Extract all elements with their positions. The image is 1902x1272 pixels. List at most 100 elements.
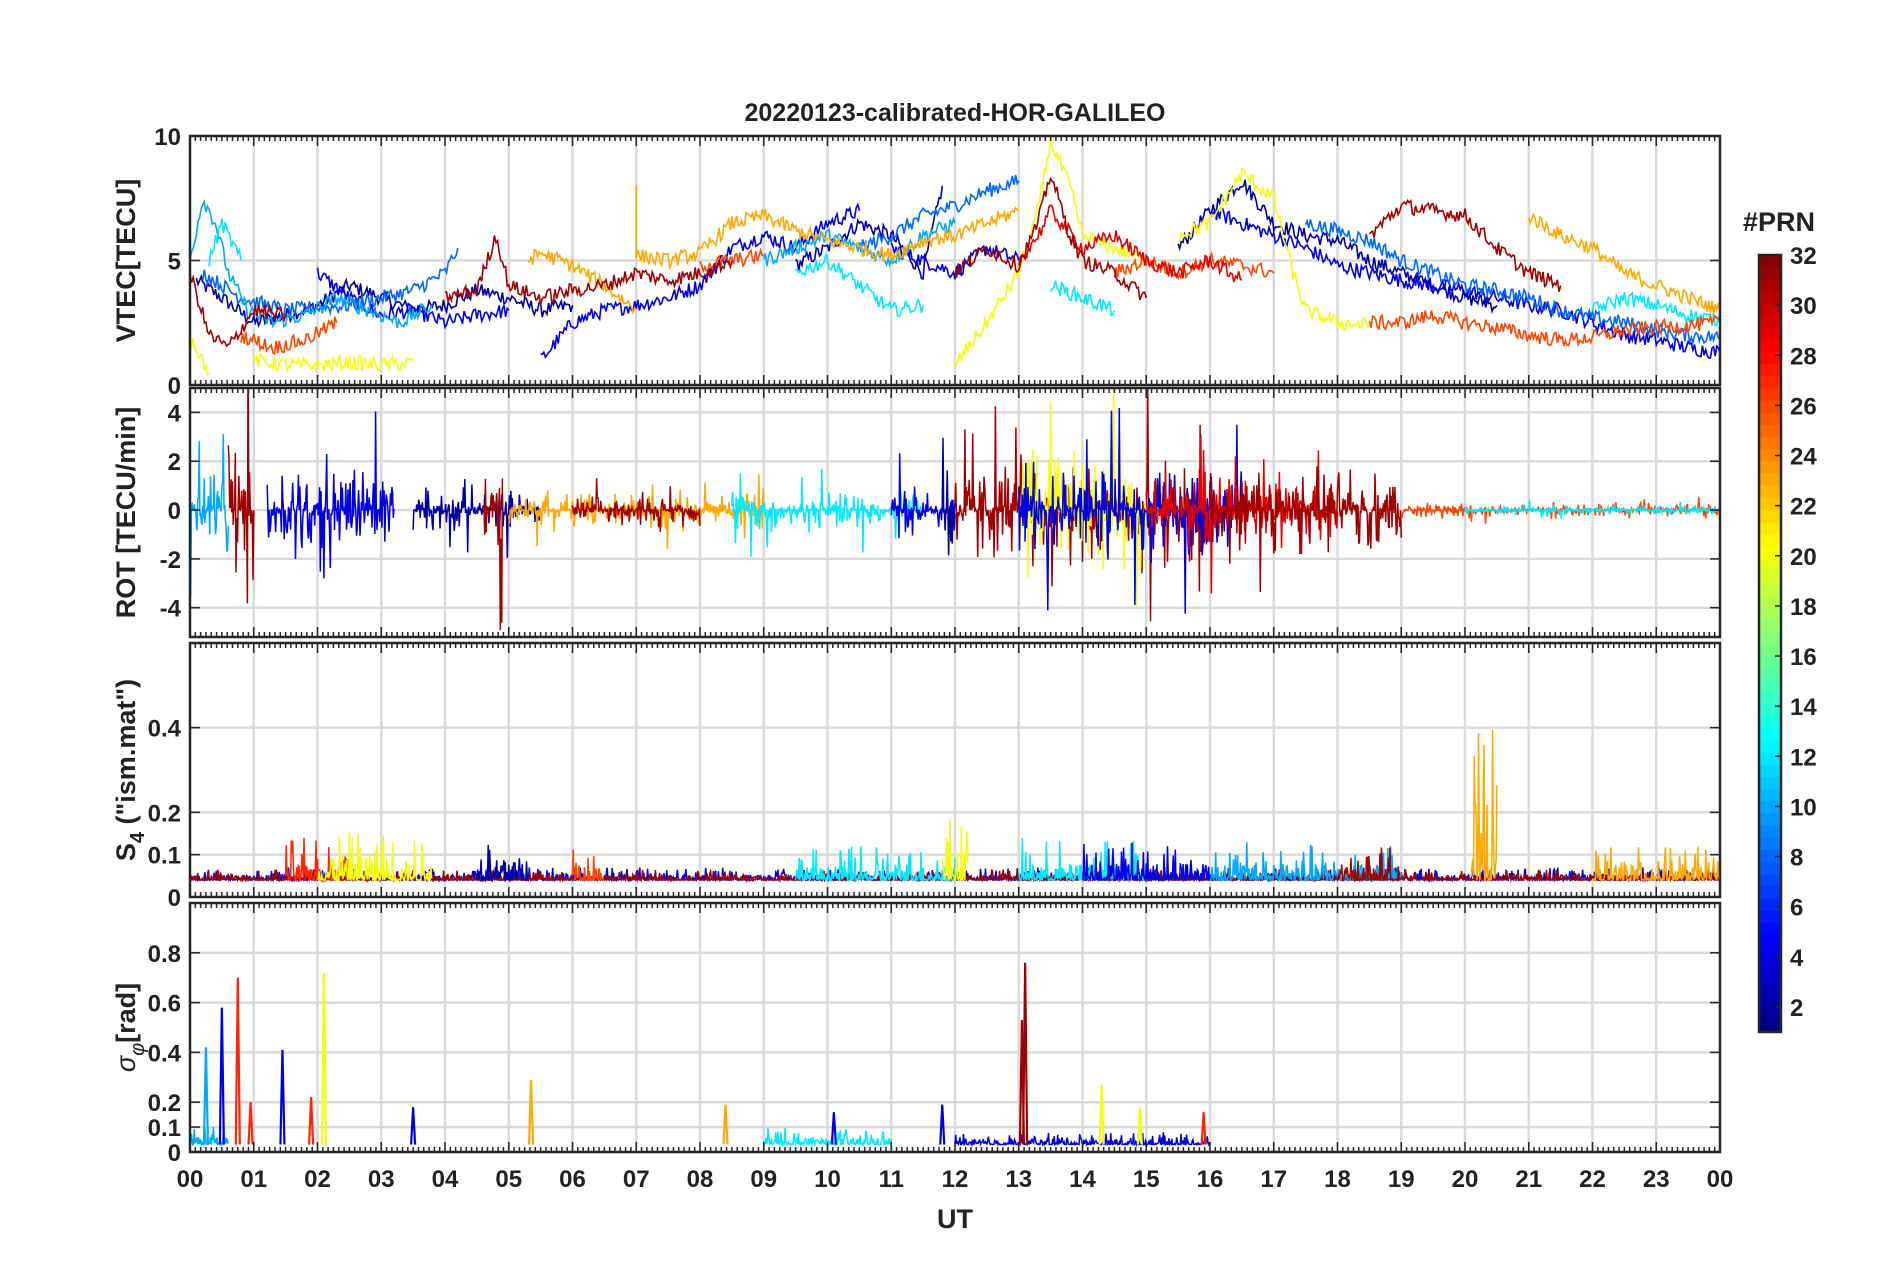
noise-trace-prn-10: [190, 434, 230, 597]
colorbar-swatch: [1759, 983, 1781, 997]
vtec-line-prn-26: [1368, 309, 1720, 348]
sigma-phi-spike-prn-27: [247, 1102, 254, 1145]
sigma-phi-spike-prn-20: [1136, 1107, 1143, 1145]
colorbar-swatch: [1759, 995, 1781, 1009]
vtec-line-prn-12: [208, 218, 242, 267]
colorbar-swatch: [1759, 692, 1781, 705]
colorbar-swatch: [1759, 473, 1781, 487]
x-tick-label: 20: [1452, 1166, 1479, 1193]
colorbar-tick-label: 14: [1790, 694, 1817, 721]
colorbar-swatch: [1759, 898, 1781, 912]
y-tick-label: 10: [154, 124, 181, 151]
colorbar-swatch: [1759, 849, 1781, 863]
noise-trace-prn-20: [1018, 388, 1148, 607]
colorbar-swatch: [1759, 764, 1781, 778]
colorbar-swatch: [1759, 339, 1781, 353]
y-tick-label: 0.1: [148, 843, 181, 870]
colorbar-tick-label: 2: [1790, 995, 1803, 1022]
colorbar-swatch: [1759, 971, 1781, 985]
panel-2-y-axis-label: ROT [TECU/min]: [111, 407, 141, 618]
panel-3-y-axis-label: S4 ("ism.mat"): [111, 679, 149, 861]
colorbar-swatch: [1759, 886, 1781, 900]
x-tick-label: 10: [814, 1166, 841, 1193]
panel-1-grid: [188, 134, 1722, 387]
sigma-phi-spike-prn-27: [1200, 1112, 1207, 1145]
panel-2-ticks: [189, 388, 1721, 637]
vtec-line-prn-4: [316, 267, 510, 330]
colorbar-swatch: [1759, 570, 1781, 584]
y-tick-label: 0.1: [148, 1115, 181, 1142]
colorbar-swatch: [1759, 837, 1781, 851]
vtec-line-prn-20: [1178, 167, 1370, 331]
y-tick-label: 0.6: [148, 991, 181, 1018]
colorbar-swatch: [1759, 364, 1781, 378]
colorbar-swatch: [1759, 910, 1781, 924]
noise-trace-prn-31: [954, 388, 1211, 622]
colorbar-swatch: [1759, 1007, 1781, 1021]
vtec-line-prn-26: [240, 316, 338, 356]
noise-trace-prn-4: [265, 411, 395, 579]
vtec-line-prn-31: [1368, 198, 1562, 292]
noise-trace-prn-20: [317, 831, 433, 883]
x-tick-label: 08: [687, 1166, 714, 1193]
vtec-line-prn-23: [1528, 212, 1720, 315]
x-tick-label: 19: [1388, 1166, 1415, 1193]
vtec-line-prn-12: [795, 253, 924, 318]
colorbar-swatch: [1759, 315, 1781, 329]
vtec-line-prn-31: [444, 235, 733, 305]
colorbar-swatch: [1759, 327, 1781, 341]
colorbar-swatch: [1759, 607, 1781, 620]
colorbar-swatch: [1759, 1019, 1781, 1033]
colorbar-frame: [1757, 253, 1783, 1034]
y-tick-label: 2: [168, 449, 181, 476]
noise-trace-prn-23: [508, 474, 765, 549]
colorbar-swatch: [1759, 716, 1781, 730]
noise-trace-prn-31: [482, 478, 504, 631]
noise-trace-prn-26: [571, 849, 605, 883]
y-tick-label: 0: [168, 1140, 181, 1167]
y-tick-label: 0: [168, 885, 181, 912]
vtec-line-prn-26: [1113, 251, 1275, 281]
y-tick-label: -4: [160, 596, 182, 623]
colorbar-swatch: [1759, 752, 1781, 766]
noise-trace-prn-23: [1591, 846, 1720, 883]
colorbar-swatch: [1759, 388, 1781, 402]
colorbar-swatch: [1759, 522, 1781, 535]
colorbar-tick-label: 8: [1790, 845, 1803, 872]
x-tick-label: 22: [1579, 1166, 1606, 1193]
vtec-line-prn-8: [1304, 218, 1720, 346]
noise-trace-prn-12: [794, 846, 956, 883]
x-axis-label: UT: [937, 1204, 973, 1234]
vtec-line-prn-20: [954, 136, 1147, 368]
colorbar-swatch: [1759, 449, 1781, 462]
x-tick-label: 18: [1324, 1166, 1351, 1193]
noise-trace-prn-2: [412, 478, 541, 558]
colorbar-swatch: [1759, 291, 1781, 305]
colorbar-swatch: [1759, 825, 1781, 839]
colorbar-tick-label: 26: [1790, 393, 1817, 420]
x-tick-label: 14: [1069, 1166, 1096, 1193]
colorbar-tick-label: 22: [1790, 494, 1817, 521]
sigma-phi-spike-prn-4: [279, 1049, 286, 1145]
noise-trace-prn-10: [190, 1127, 230, 1148]
colorbar-swatch: [1759, 789, 1781, 802]
sigma-phi-spike-prn-27: [308, 1097, 315, 1145]
x-tick-label: 13: [1005, 1166, 1032, 1193]
sigma-phi-spike-prn-31: [1022, 962, 1029, 1145]
sigma-phi-spike-prn-23: [527, 1079, 535, 1145]
colorbar-tick-label: 6: [1790, 895, 1803, 922]
noise-trace-prn-23: [1470, 729, 1498, 882]
colorbar-swatch: [1759, 303, 1781, 317]
colorbar-swatch: [1759, 461, 1781, 475]
colorbar-tick-label: 16: [1790, 644, 1817, 671]
sigma-phi-spike-prn-4: [939, 1104, 946, 1145]
colorbar-tick-label: 28: [1790, 343, 1817, 370]
colorbar-tick-label: 30: [1790, 293, 1817, 320]
vtec-line-prn-4: [1209, 206, 1720, 359]
colorbar-tick-label: 32: [1790, 243, 1817, 270]
y-tick-label: 0.4: [148, 1040, 182, 1067]
colorbar-swatch: [1759, 437, 1781, 450]
